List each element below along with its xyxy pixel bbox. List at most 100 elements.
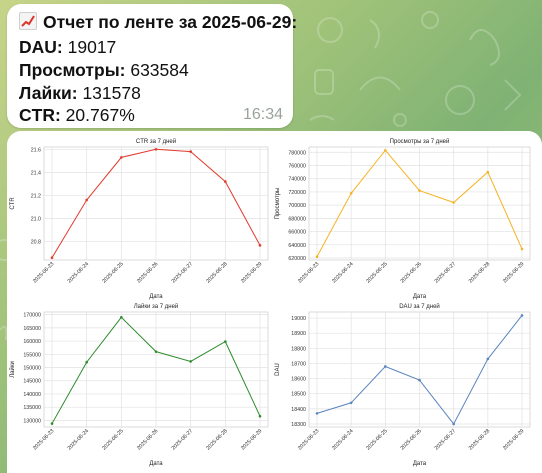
chart-2-xtick-label: 2025-06-26 bbox=[136, 428, 159, 451]
chart-2-xtick-label: 2025-06-25 bbox=[101, 428, 124, 451]
ctr-label: CTR: bbox=[19, 105, 61, 125]
chart-2-ytick-label: 150000 bbox=[23, 366, 41, 372]
chart-3-xtick-label: 2025-06-29 bbox=[502, 428, 525, 451]
chart-0-xtick-label: 2025-06-27 bbox=[171, 261, 194, 284]
views-value: 633584 bbox=[130, 60, 189, 80]
message-bubble[interactable]: Отчет по ленте за 2025-06-29: DAU: 19017… bbox=[7, 4, 297, 128]
chart-2-ytick-label: 160000 bbox=[23, 339, 41, 345]
chart-2-ytick-label: 135000 bbox=[23, 405, 41, 411]
chart-3-xtick-label: 2025-06-26 bbox=[400, 428, 423, 451]
chart-0-data-point bbox=[224, 180, 227, 183]
chart-3-ylabel: DAU bbox=[275, 363, 281, 376]
views-line: Просмотры: 633584 bbox=[19, 60, 189, 81]
chart-3-xtick-label: 2025-06-25 bbox=[365, 428, 388, 451]
chart-0-data-point bbox=[154, 148, 158, 151]
chart-3-data-point bbox=[384, 365, 387, 368]
chart-1-data-point bbox=[452, 201, 455, 204]
chart-1-ytick-label: 620000 bbox=[288, 256, 306, 262]
chart-2-data-point bbox=[258, 414, 262, 418]
chart-0-ytick-label: 21.0 bbox=[31, 216, 41, 222]
chart-3-ytick-label: 18300 bbox=[291, 422, 306, 428]
chart-1-data-point bbox=[486, 170, 490, 174]
chart-0-xtick-label: 2025-06-24 bbox=[67, 261, 90, 284]
chart-3-data-point bbox=[520, 314, 524, 317]
chart-0-data-point bbox=[85, 198, 88, 202]
likes-label: Лайки: bbox=[19, 83, 78, 103]
chart-1-ytick-label: 700000 bbox=[288, 203, 306, 209]
chart-1-xtick-label: 2025-06-23 bbox=[297, 261, 320, 284]
chart-1-ytick-label: 640000 bbox=[288, 243, 306, 249]
chart-2-xtick-label: 2025-06-24 bbox=[67, 428, 90, 451]
chart-2-ytick-label: 165000 bbox=[23, 326, 41, 332]
chart-2-data-point bbox=[120, 315, 123, 319]
chart-3-xtick-label: 2025-06-28 bbox=[468, 428, 491, 451]
chart-3-ytick-label: 19000 bbox=[291, 316, 306, 322]
chart-3-ytick-label: 18400 bbox=[291, 407, 306, 413]
chart-0-data-point bbox=[50, 256, 54, 259]
ctr-line: CTR: 20.767% bbox=[19, 105, 135, 126]
dau-line: DAU: 19017 bbox=[19, 37, 116, 58]
chart-2-xtick-label: 2025-06-23 bbox=[32, 428, 55, 451]
chart-0-xtick-label: 2025-06-26 bbox=[136, 261, 159, 284]
chart-1-xtick-label: 2025-06-29 bbox=[502, 261, 525, 284]
chart-1-ytick-label: 720000 bbox=[288, 190, 306, 196]
chart-2-ytick-label: 155000 bbox=[23, 352, 41, 358]
chart-2-xtick-label: 2025-06-29 bbox=[240, 428, 263, 451]
chart-3-ytick-label: 18800 bbox=[291, 346, 306, 352]
chart-1-xtick-label: 2025-06-24 bbox=[331, 261, 354, 284]
dau-label: DAU: bbox=[19, 37, 63, 57]
chart-0-title: CTR за 7 дней bbox=[136, 138, 176, 145]
chart-3-data-point bbox=[315, 412, 319, 415]
chart-2-data-point bbox=[154, 350, 158, 353]
chart-3-xlabel: Дата bbox=[413, 461, 427, 467]
chart-0-ytick-label: 21.6 bbox=[31, 147, 41, 153]
chart-0-ylabel: CTR bbox=[10, 197, 16, 210]
chart-3-data-point bbox=[349, 401, 353, 405]
chart-0-ytick-label: 21.4 bbox=[31, 170, 41, 176]
chart-2-title: Лайки за 7 дней bbox=[134, 303, 179, 310]
chart-1-ytick-label: 660000 bbox=[288, 230, 306, 236]
chart-2-ytick-label: 130000 bbox=[23, 418, 41, 424]
charts-image[interactable]: 20.8 21.0 21.2 21.4 21.6 2025-06-23 2025-06-24… bbox=[7, 131, 542, 473]
chart-0-ytick-label: 20.8 bbox=[31, 240, 41, 246]
message-time: 16:34 bbox=[242, 106, 283, 123]
chart-2-data-point bbox=[85, 360, 88, 364]
chart-0-xtick-label: 2025-06-28 bbox=[205, 261, 228, 284]
likes-value: 131578 bbox=[82, 83, 141, 103]
chart-increasing-icon bbox=[19, 12, 37, 30]
chart-1-data-point bbox=[384, 149, 387, 152]
chart-3-xtick-label: 2025-06-23 bbox=[297, 428, 320, 451]
chart-2-ytick-label: 140000 bbox=[23, 392, 41, 398]
chart-1-ytick-label: 760000 bbox=[288, 164, 306, 170]
chart-1-title: Просмотры за 7 дней bbox=[390, 138, 450, 145]
chart-3-xtick-label: 2025-06-24 bbox=[331, 428, 354, 451]
chart-2-data-point bbox=[224, 340, 227, 343]
chart-1-xtick-label: 2025-06-28 bbox=[468, 261, 491, 284]
chart-2-data-point bbox=[189, 360, 192, 363]
charts-canvas: 20.8 21.0 21.2 21.4 21.6 2025-06-23 2025-06-24… bbox=[9, 138, 531, 467]
chart-0-xtick-label: 2025-06-23 bbox=[32, 261, 55, 284]
ctr-value: 20.767% bbox=[65, 105, 135, 125]
chart-1-xtick-label: 2025-06-25 bbox=[365, 261, 388, 284]
chart-1-ytick-label: 680000 bbox=[288, 216, 306, 222]
report-title: Отчет по ленте за 2025-06-29: bbox=[19, 12, 297, 33]
chart-3-data-point bbox=[486, 357, 490, 361]
chart-1-xlabel: Дата bbox=[413, 294, 427, 300]
chart-3-ytick-label: 18700 bbox=[291, 361, 306, 367]
chart-1-ylabel: Просмотры bbox=[275, 188, 281, 220]
chart-3-data-point bbox=[418, 378, 421, 382]
chart-1-data-point bbox=[315, 255, 319, 258]
chart-2-xlabel: Дата bbox=[149, 461, 163, 467]
chart-0-xtick-label: 2025-06-25 bbox=[101, 261, 124, 284]
chart-3-ytick-label: 18900 bbox=[291, 331, 306, 337]
chart-2-data-point bbox=[50, 422, 54, 425]
chart-0-xlabel: Дата bbox=[149, 294, 163, 300]
chart-3-xtick-label: 2025-06-27 bbox=[434, 428, 457, 451]
chart-2-xtick-label: 2025-06-27 bbox=[171, 428, 194, 451]
views-label: Просмотры: bbox=[19, 60, 126, 80]
chart-1-xtick-label: 2025-06-26 bbox=[400, 261, 423, 284]
chart-0-xtick-label: 2025-06-29 bbox=[240, 261, 263, 284]
chart-2-ylabel: Лайки bbox=[9, 361, 16, 378]
chart-3-ytick-label: 18600 bbox=[291, 377, 306, 383]
chart-1-data-point bbox=[349, 191, 353, 195]
